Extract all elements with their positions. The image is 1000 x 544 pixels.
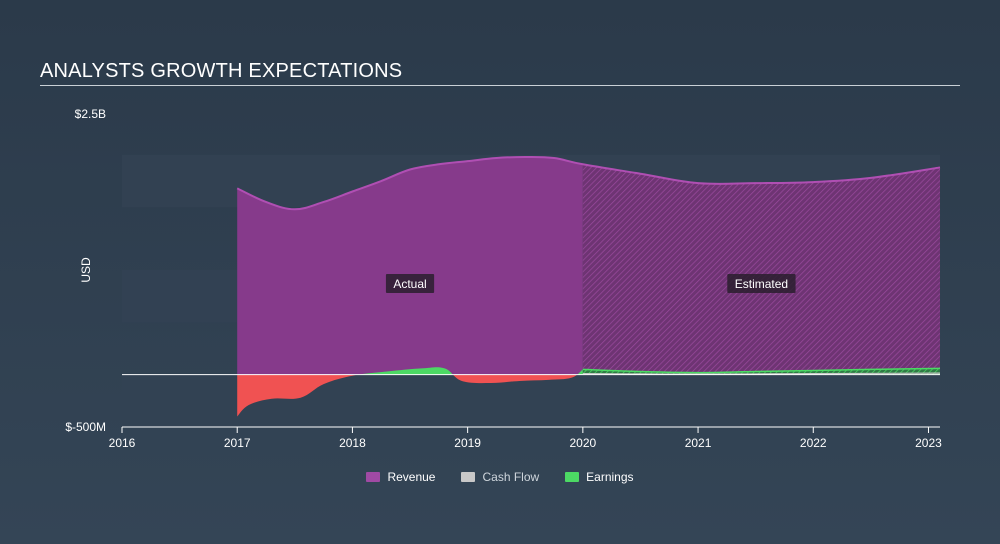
x-tick-label-2023: 2023 (915, 436, 942, 450)
revenue-area-actual (237, 156, 583, 375)
revenue-area-estimated (582, 164, 940, 375)
legend-label-revenue: Revenue (387, 470, 436, 484)
actual-label-group: Actual (385, 274, 435, 293)
axes: 2016 2017 2018 2019 2020 2021 2022 2023 $2.5B $-5… (65, 107, 942, 450)
annotations: Actual Estimated (385, 274, 796, 293)
estimated-label: Estimated (735, 277, 788, 291)
actual-label-bg (385, 274, 435, 293)
legend-label-cash-flow: Cash Flow (482, 470, 540, 484)
x-tick-label-2018: 2018 (339, 436, 366, 450)
actual-label: Actual (393, 277, 426, 291)
x-tick-label-2017: 2017 (224, 436, 251, 450)
legend-item-earnings[interactable]: Earnings (565, 470, 634, 484)
x-tick-label-2020: 2020 (569, 436, 596, 450)
title-divider (40, 85, 960, 86)
earnings-line-estimated (582, 367, 941, 374)
earnings-area-negative (237, 374, 583, 417)
legend: Revenue Cash Flow Earnings (0, 470, 1000, 484)
x-tick-label-2021: 2021 (685, 436, 712, 450)
legend-label-earnings: Earnings (586, 470, 634, 484)
y-tick-label-top: $2.5B (75, 107, 106, 121)
y-axis-label: USD (79, 257, 93, 283)
chart-title: ANALYSTS GROWTH EXPECTATIONS (40, 60, 403, 82)
estimated-label-bg (727, 274, 796, 293)
revenue-swatch (366, 472, 381, 482)
y-tick-label-bottom: $-500M (65, 420, 106, 434)
legend-item-revenue[interactable]: Revenue (366, 470, 435, 484)
legend-item-cash-flow[interactable]: Cash Flow (461, 470, 539, 484)
revenue-line (236, 155, 941, 211)
x-tick-label-2022: 2022 (800, 436, 827, 450)
x-tick-label-2016: 2016 (109, 436, 136, 450)
earnings-swatch (565, 472, 580, 482)
earnings-area-positive (358, 367, 583, 375)
series-areas (236, 155, 941, 417)
estimated-label-group: Estimated (727, 274, 796, 293)
x-tick-label-2019: 2019 (454, 436, 481, 450)
cash-flow-swatch (461, 472, 476, 482)
cash-flow-line (582, 372, 941, 375)
